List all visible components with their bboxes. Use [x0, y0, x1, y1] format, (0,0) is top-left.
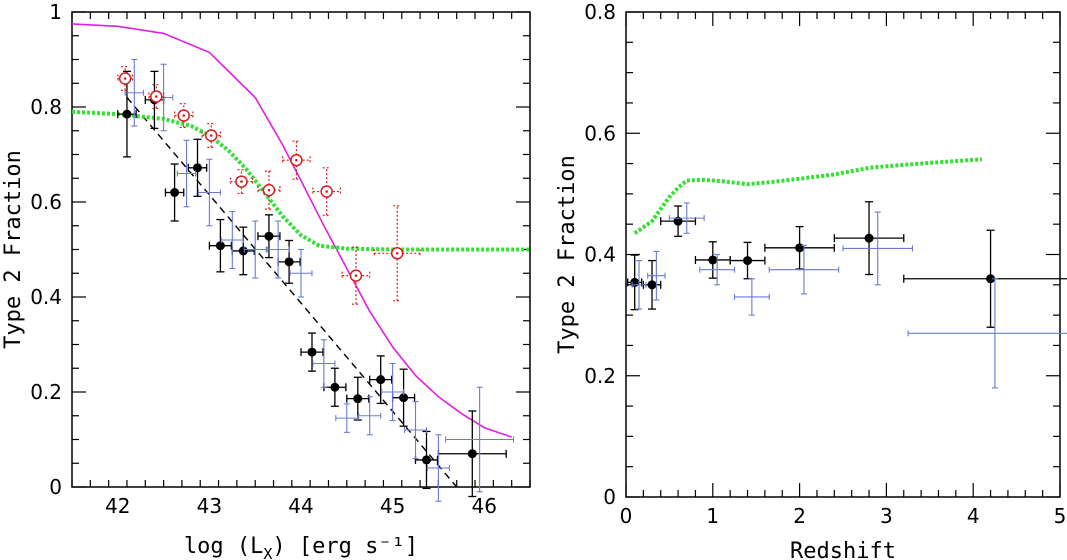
blue-data-point [176, 139, 197, 208]
redshift-panel: 0 1 2 3 4 5 0 0.2 0.4 0.6 0.8 Type 2 Fraction Reds… [555, 0, 1067, 560]
black-data-point [660, 205, 697, 237]
y-tick-label: 0.4 [30, 285, 62, 309]
x-tick-label: 45 [380, 494, 405, 518]
y-tick-label: 0 [603, 485, 616, 509]
black-data-point [117, 70, 137, 158]
x-axis-title-subscript: X [263, 545, 272, 560]
black-data-point [231, 226, 255, 276]
blue-data-point [907, 278, 1067, 389]
black-data-point [346, 376, 370, 421]
red-data-point [257, 170, 281, 210]
x-axis-title-main: log (L [184, 534, 263, 559]
x-tick-label: 0 [620, 504, 633, 528]
blue-data-point [733, 278, 770, 316]
blue-data-point [381, 362, 405, 422]
y-tick-label: 0.2 [584, 364, 616, 388]
x-tick-label: 1 [706, 504, 719, 528]
x-tick-label: 3 [880, 504, 893, 528]
y-tick-label: 0.6 [584, 121, 616, 145]
black-data-point [300, 332, 324, 372]
black-data-point [903, 229, 1067, 328]
black-data-point [694, 241, 731, 279]
y-tick-label: 0.2 [30, 380, 62, 404]
red-data-point [373, 205, 421, 302]
blue-data-point [668, 202, 705, 234]
blue-data-point [220, 210, 244, 270]
redshift-curves [633, 157, 983, 235]
blue-data-point [266, 220, 290, 279]
redshift-y-axis-title: Type 2 Fraction [555, 155, 580, 354]
red-data-point [312, 167, 341, 216]
black-data-point [369, 355, 393, 405]
blue-data-point [768, 244, 840, 295]
black-data-point [391, 368, 416, 427]
red-data-point [148, 84, 165, 110]
red-data-point [341, 246, 371, 305]
x-tick-label: 42 [105, 494, 130, 518]
blue-data-point [699, 253, 736, 286]
y-tick-label: 0.8 [584, 0, 616, 24]
blue-data-point [403, 400, 428, 460]
blue-data-point [842, 211, 913, 286]
redshift-points [627, 201, 1067, 389]
luminosity-x-axis-title: log (LX) [erg s⁻¹] [184, 534, 418, 560]
luminosity-curves [71, 23, 530, 488]
red-data-point [282, 140, 311, 180]
x-axis-title-tail: ) [erg s⁻¹] [272, 534, 418, 559]
blue-data-point [647, 250, 666, 301]
blue-data-point [631, 260, 647, 310]
redshift-x-axis-title: Redshift [790, 539, 896, 560]
blue-data-point [358, 396, 382, 436]
black-data-point [164, 163, 185, 222]
red-data-point [173, 103, 194, 129]
black-data-point [729, 241, 766, 280]
x-tick-label: 44 [288, 494, 313, 518]
y-tick-label: 1 [49, 0, 62, 24]
y-tick-label: 0.4 [584, 243, 616, 267]
black-data-point [257, 214, 281, 259]
x-tick-label: 4 [967, 504, 980, 528]
dashed-fit-line [126, 97, 458, 488]
red-data-point [201, 123, 221, 148]
y-tick-label: 0.8 [30, 95, 62, 119]
luminosity-y-axis-title: Type 2 Fraction [1, 150, 26, 349]
black-data-point [437, 410, 507, 498]
x-tick-label: 2 [793, 504, 806, 528]
black-data-point [323, 367, 347, 407]
blue-data-point [197, 158, 221, 227]
black-data-point [208, 218, 233, 273]
green-model-curve [71, 109, 530, 252]
y-tick-label: 0.6 [30, 190, 62, 214]
blue-data-point [426, 434, 450, 502]
y-tick-label: 0 [49, 475, 62, 499]
blue-data-point [289, 248, 313, 298]
luminosity-panel: 42 43 44 45 46 0 0.2 0.4 0.6 0.8 1 Type 2 Fraction… [1, 0, 531, 560]
redshift-ticks: 0 1 2 3 4 5 0 0.2 0.4 0.6 0.8 [584, 0, 1066, 528]
green-model-curve [633, 157, 983, 235]
black-data-point [187, 138, 208, 197]
luminosity-ticks: 42 43 44 45 46 0 0.2 0.4 0.6 0.8 1 [30, 0, 531, 518]
x-tick-label: 43 [197, 494, 222, 518]
red-data-point [229, 169, 254, 195]
black-data-point [764, 225, 835, 270]
blue-data-point [445, 386, 515, 493]
black-data-point [414, 430, 439, 490]
red-data-point [117, 66, 134, 91]
magenta-model-curve [71, 23, 512, 438]
blue-data-point [335, 403, 359, 433]
luminosity-points [117, 58, 515, 502]
black-data-point [833, 201, 905, 276]
x-tick-label: 46 [471, 494, 496, 518]
blue-data-point [243, 220, 267, 279]
redshift-plot-frame [625, 11, 1061, 498]
blue-data-point [312, 339, 336, 388]
x-tick-label: 5 [1054, 504, 1067, 528]
